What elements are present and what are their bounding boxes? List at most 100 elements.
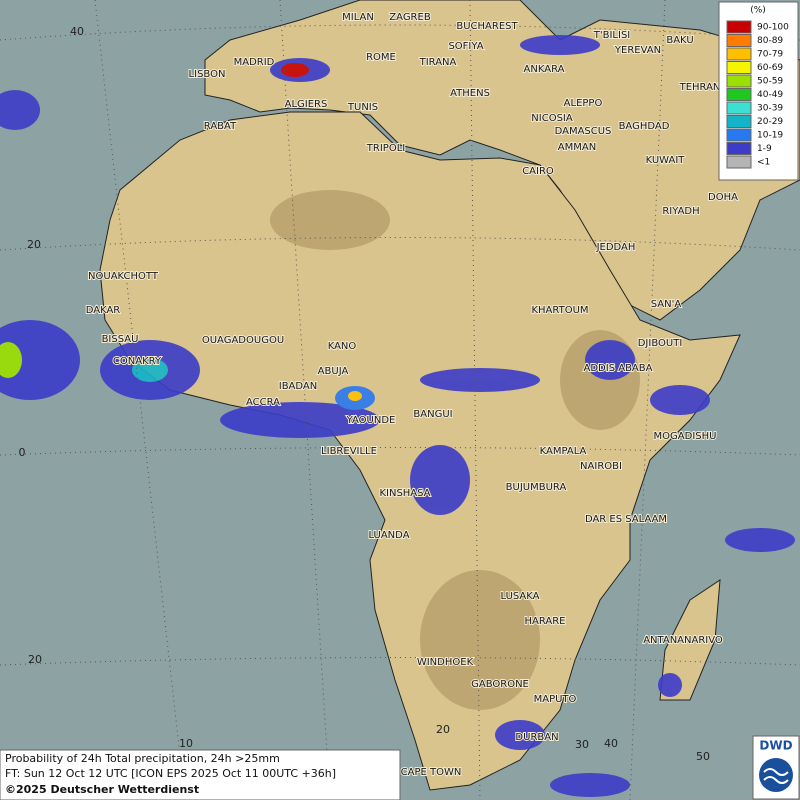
city-label: IBADAN <box>279 381 318 392</box>
city-label: CAIRO <box>522 166 554 177</box>
city-label: ZAGREB <box>389 12 431 23</box>
precip-area <box>132 358 168 382</box>
city-label: ABUJA <box>318 366 349 377</box>
city-label: KHARTOUM <box>531 305 588 316</box>
lat-label: 20 <box>27 238 41 251</box>
city-label: KINSHASA <box>379 488 430 499</box>
legend-swatch <box>726 101 752 115</box>
city-label: TUNIS <box>347 102 378 113</box>
footer-line: Probability of 24h Total precipitation, … <box>5 752 280 765</box>
city-label: ROME <box>366 52 396 63</box>
city-label: SAN'A <box>651 299 682 310</box>
footer: Probability of 24h Total precipitation, … <box>0 749 401 801</box>
precip-area <box>585 340 635 380</box>
legend-swatch <box>726 128 752 142</box>
graticule-line <box>279 0 331 801</box>
city-label: BAKU <box>666 35 693 46</box>
city-label: ADDIS ABABA <box>584 363 653 374</box>
legend-swatch <box>726 115 752 128</box>
city-label: MAPUTO <box>534 694 577 705</box>
legend-label: <1 <box>757 158 770 168</box>
graticule-line <box>0 237 800 251</box>
city-label: AMMAN <box>558 142 596 153</box>
precip-area <box>0 342 22 378</box>
city-label: OUAGADOUGOU <box>202 335 284 346</box>
legend-label: 30-39 <box>757 104 783 114</box>
city-label: NICOSIA <box>531 113 573 124</box>
city-label: ALEPPO <box>564 98 603 109</box>
city-label: ANTANANARIVO <box>643 635 723 646</box>
city-label: SOFIYA <box>448 41 483 52</box>
city-label: RIYADH <box>662 206 699 217</box>
city-label: DURBAN <box>515 732 558 743</box>
legend-label: 60-69 <box>757 63 783 73</box>
city-label: ACCRA <box>246 397 280 408</box>
city-label: NAIROBI <box>580 461 622 472</box>
city-label: LIBREVILLE <box>321 446 377 457</box>
city-label: JEDDAH <box>596 242 636 253</box>
city-label: CAPE TOWN <box>401 767 462 778</box>
graticule-line <box>629 0 666 801</box>
lon-label: 40 <box>604 737 618 750</box>
logo-icon <box>759 758 793 792</box>
city-label: DAKAR <box>86 305 121 316</box>
legend-swatch <box>726 34 752 47</box>
lat-label: 40 <box>70 25 84 38</box>
city-label: BISSAU <box>102 334 139 345</box>
footer-line: FT: Sun 12 Oct 12 UTC [ICON EPS 2025 Oct… <box>5 767 336 780</box>
city-label: TEHRAN <box>679 82 721 93</box>
city-label: TIRANA <box>419 57 457 68</box>
lon-label: 10 <box>179 737 193 750</box>
precip-area <box>420 368 540 392</box>
precip-area <box>495 720 545 750</box>
graticule-line <box>94 0 186 801</box>
city-label: LUANDA <box>368 530 409 541</box>
madagascar <box>659 579 721 701</box>
city-label: KANO <box>328 341 357 352</box>
city-label: MILAN <box>342 12 374 23</box>
legend-label: 1-9 <box>757 144 772 154</box>
precip-area <box>550 773 630 797</box>
city-label: KUWAIT <box>646 155 686 166</box>
city-label: ALGIERS <box>285 99 328 110</box>
city-label: MADRID <box>234 57 275 68</box>
precip-area <box>658 673 682 697</box>
city-label: LUSAKA <box>501 591 540 602</box>
graticule-line <box>0 657 800 666</box>
legend-swatch <box>726 155 752 169</box>
legend-label: 50-59 <box>757 77 783 87</box>
graticule-line <box>469 0 481 801</box>
city-label: ATHENS <box>450 88 490 99</box>
legend-swatch <box>726 61 752 74</box>
legend-label: 80-89 <box>757 36 783 46</box>
city-label: HARARE <box>524 616 565 627</box>
city-label: YEREVAN <box>614 45 661 56</box>
city-label: DAMASCUS <box>555 126 612 137</box>
legend-swatch <box>726 47 752 61</box>
labels: MILAN ZAGREB BUCHAREST T'BILISI BAKU ROME SOFI… <box>19 11 740 779</box>
city-label: LISBON <box>189 69 226 80</box>
precip-area <box>650 385 710 415</box>
graticule-line <box>0 24 800 41</box>
lon-label: 30 <box>575 738 589 751</box>
city-label: BAGHDAD <box>619 121 670 132</box>
precip-area <box>348 391 362 401</box>
lon-label: 50 <box>696 750 710 763</box>
city-label: BUJUMBURA <box>506 482 567 493</box>
logo-text: DWD <box>759 739 792 753</box>
legend-items: 90-100 80-89 70-79 60-69 50-59 40-49 30-39 20-2… <box>726 20 789 169</box>
city-label: T'BILISI <box>593 30 630 41</box>
city-label: DJIBOUTI <box>638 338 683 349</box>
city-label: CONAKRY <box>113 356 162 367</box>
city-label: BUCHAREST <box>456 21 518 32</box>
city-label: TRIPOLI <box>366 143 405 154</box>
legend-swatch <box>726 88 752 101</box>
legend-label: 70-79 <box>757 50 783 60</box>
city-label: BANGUI <box>413 409 452 420</box>
city-label: MOGADISHU <box>654 431 717 442</box>
lat-label: 20 <box>28 653 42 666</box>
precip-area <box>281 63 309 77</box>
legend: (%) 90-100 80-89 70-79 60-69 50-59 40-49 30-39… <box>718 1 799 181</box>
